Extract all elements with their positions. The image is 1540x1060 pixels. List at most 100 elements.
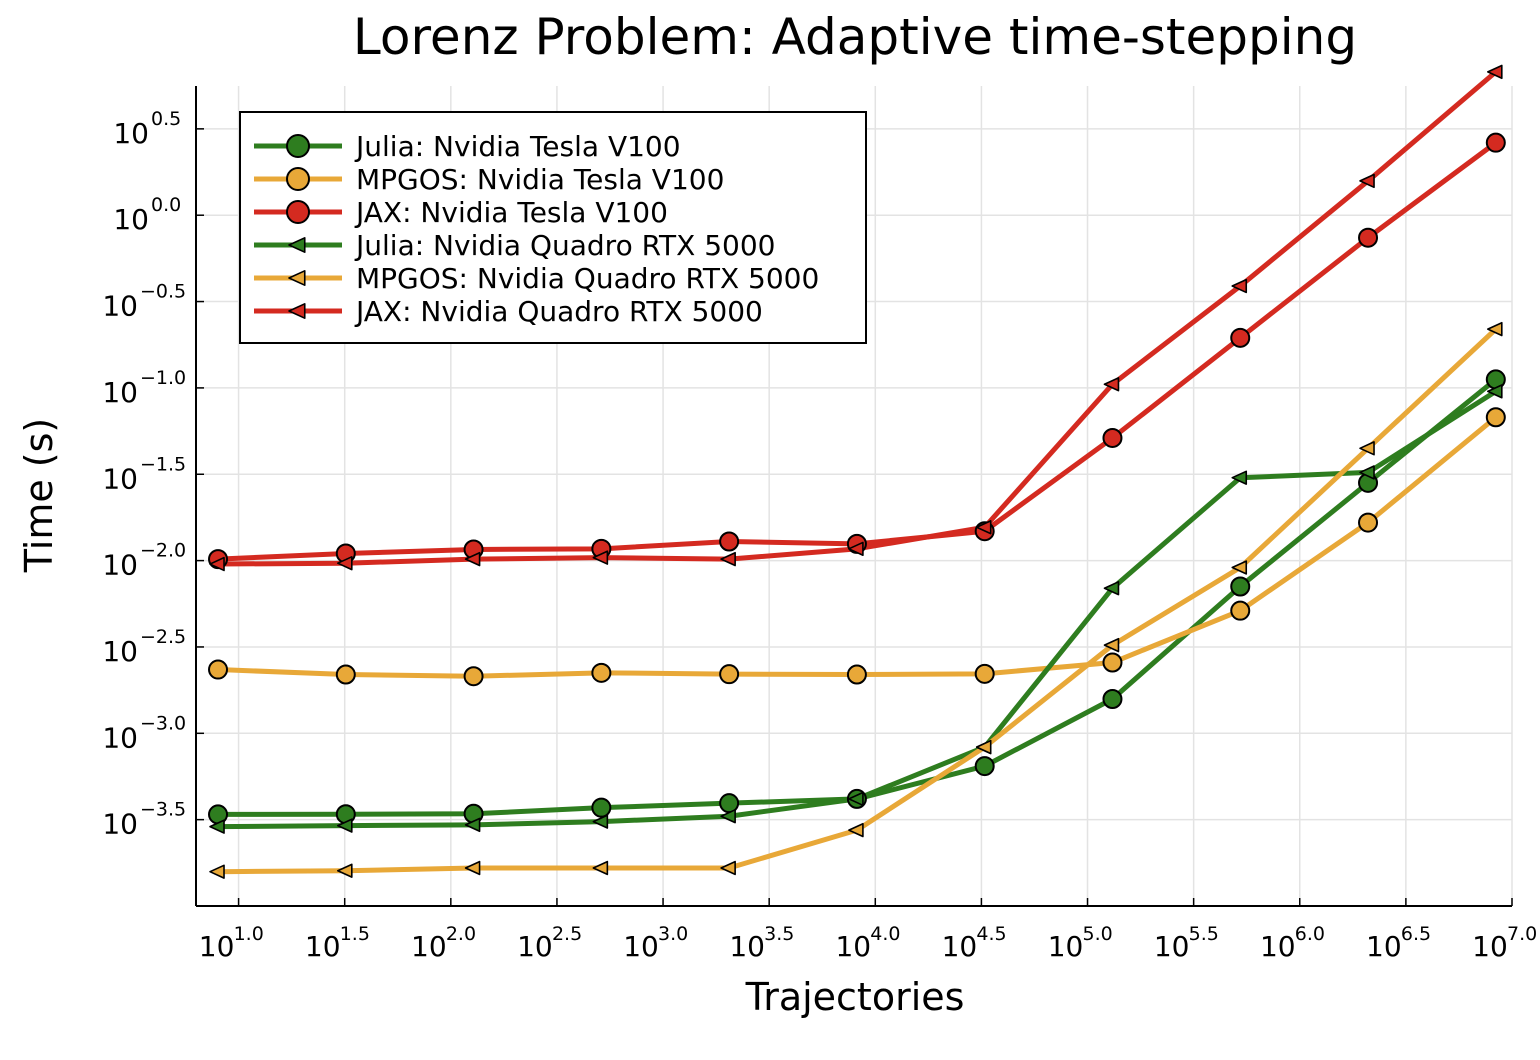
x-tick-label: 10 <box>305 930 341 963</box>
data-point-jax-nvidia-tesla-v100 <box>1102 427 1123 448</box>
legend-marker <box>288 237 306 253</box>
y-tick-label: 10 <box>102 462 138 495</box>
data-point-jax-nvidia-quadro-rtx-5000 <box>464 551 481 567</box>
y-tick-label: 10 <box>102 808 138 841</box>
x-tick-label: 10 <box>1048 930 1084 963</box>
data-point-julia-nvidia-quadro-rtx-5000 <box>720 809 736 824</box>
axes <box>195 86 1513 907</box>
x-tick-exponent: 4.0 <box>870 923 900 945</box>
data-point-mpgos-nvidia-quadro-rtx-5000 <box>592 860 609 876</box>
data-point-jax-nvidia-quadro-rtx-5000 <box>1487 64 1503 80</box>
y-tick-exponent: 0.0 <box>151 194 181 216</box>
data-point-mpgos-nvidia-quadro-rtx-5000 <box>336 863 353 878</box>
y-tick-exponent: −0.5 <box>140 281 186 303</box>
y-tick-label: 10 <box>113 203 149 236</box>
data-point-jax-nvidia-quadro-rtx-5000 <box>209 556 225 572</box>
x-tick-exponent: 7.0 <box>1507 923 1537 945</box>
y-tick-exponent: −1.0 <box>140 367 186 389</box>
legend-label-julia-nvidia-tesla-v100: Julia: Nvidia Tesla V100 <box>354 130 681 163</box>
data-point-julia-nvidia-tesla-v100 <box>1102 688 1123 709</box>
data-point-mpgos-nvidia-tesla-v100 <box>1230 600 1251 621</box>
data-point-mpgos-nvidia-tesla-v100 <box>846 664 867 685</box>
data-point-mpgos-nvidia-tesla-v100 <box>1358 512 1379 533</box>
data-point-julia-nvidia-tesla-v100 <box>974 756 995 777</box>
chart-title: Lorenz Problem: Adaptive time-stepping <box>353 8 1357 66</box>
data-point-jax-nvidia-quadro-rtx-5000 <box>1359 173 1375 189</box>
x-tick-label: 10 <box>1472 930 1508 963</box>
data-point-jax-nvidia-tesla-v100 <box>719 531 740 552</box>
data-point-julia-nvidia-quadro-rtx-5000 <box>336 818 353 833</box>
y-tick-exponent: 0.5 <box>151 108 181 130</box>
data-point-jax-nvidia-tesla-v100 <box>1230 327 1251 348</box>
x-tick-label: 10 <box>411 930 447 963</box>
series-line-julia-nvidia-quadro-rtx-5000 <box>215 388 1499 830</box>
x-tick-label: 10 <box>835 930 871 963</box>
y-tick-label: 10 <box>102 635 138 668</box>
data-point-julia-nvidia-quadro-rtx-5000 <box>209 819 225 834</box>
legend-marker <box>286 134 310 158</box>
data-point-mpgos-nvidia-tesla-v100 <box>719 664 740 685</box>
data-point-jax-nvidia-quadro-rtx-5000 <box>975 520 992 535</box>
data-point-mpgos-nvidia-tesla-v100 <box>335 664 356 685</box>
data-point-mpgos-nvidia-quadro-rtx-5000 <box>209 864 225 879</box>
x-tick-exponent: 3.0 <box>658 923 688 945</box>
legend-marker <box>288 302 306 320</box>
x-tick-labels: 10 1.0 10 1.5 10 2.0 10 2.5 10 3.0 10 3.5 10 4.0 10 4.5… <box>199 923 1537 963</box>
series-markers <box>208 64 1506 879</box>
series-line-julia-nvidia-tesla-v100 <box>215 376 1499 817</box>
data-point-jax-nvidia-tesla-v100 <box>1485 132 1506 153</box>
legend-label-jax-nvidia-tesla-v100: JAX: Nvidia Tesla V100 <box>354 196 668 229</box>
x-tick-exponent: 2.0 <box>446 923 476 945</box>
data-point-jax-nvidia-quadro-rtx-5000 <box>1231 278 1248 294</box>
data-point-mpgos-nvidia-quadro-rtx-5000 <box>848 822 864 838</box>
data-point-jax-nvidia-quadro-rtx-5000 <box>848 541 864 557</box>
x-tick-exponent: 3.5 <box>764 923 794 945</box>
legend-marker <box>286 167 310 191</box>
data-point-jax-nvidia-quadro-rtx-5000 <box>720 551 736 567</box>
x-tick-exponent: 2.5 <box>552 923 582 945</box>
data-point-mpgos-nvidia-quadro-rtx-5000 <box>464 860 481 876</box>
x-tick-exponent: 5.5 <box>1189 923 1219 945</box>
x-tick-exponent: 6.5 <box>1401 923 1431 945</box>
data-point-mpgos-nvidia-tesla-v100 <box>208 659 229 680</box>
data-point-mpgos-nvidia-quadro-rtx-5000 <box>720 860 736 876</box>
legend-marker <box>288 269 306 287</box>
data-point-mpgos-nvidia-tesla-v100 <box>591 662 612 683</box>
data-point-jax-nvidia-quadro-rtx-5000 <box>336 555 353 571</box>
data-point-mpgos-nvidia-tesla-v100 <box>1485 407 1506 428</box>
x-axis-label: Trajectories <box>745 975 965 1019</box>
data-point-julia-nvidia-quadro-rtx-5000 <box>1487 384 1503 399</box>
data-point-julia-nvidia-quadro-rtx-5000 <box>592 814 609 829</box>
data-point-jax-nvidia-quadro-rtx-5000 <box>592 550 609 565</box>
y-tick-label: 10 <box>102 376 138 409</box>
data-point-julia-nvidia-quadro-rtx-5000 <box>1231 470 1248 485</box>
x-tick-label: 10 <box>517 930 553 963</box>
legend-label-jax-nvidia-quadro-rtx-5000: JAX: Nvidia Quadro RTX 5000 <box>354 295 763 328</box>
y-axis-label: Time (s) <box>17 418 61 574</box>
x-tick-label: 10 <box>729 930 765 963</box>
y-tick-label: 10 <box>102 549 138 582</box>
x-tick-exponent: 1.0 <box>234 923 264 945</box>
y-tick-exponent: −2.5 <box>140 626 186 648</box>
y-tick-exponent: −2.0 <box>140 540 186 562</box>
data-point-mpgos-nvidia-tesla-v100 <box>974 663 995 684</box>
y-tick-exponent: −3.5 <box>140 799 186 821</box>
data-point-jax-nvidia-quadro-rtx-5000 <box>1103 377 1120 392</box>
x-tick-exponent: 5.0 <box>1083 923 1113 945</box>
x-tick-exponent: 4.5 <box>976 923 1006 945</box>
data-point-julia-nvidia-quadro-rtx-5000 <box>1359 465 1375 480</box>
data-point-julia-nvidia-tesla-v100 <box>591 797 612 818</box>
legend-box <box>239 111 867 344</box>
y-tick-label: 10 <box>113 117 149 150</box>
legend-label-mpgos-nvidia-tesla-v100: MPGOS: Nvidia Tesla V100 <box>356 163 724 196</box>
data-point-mpgos-nvidia-quadro-rtx-5000 <box>1487 321 1503 337</box>
x-tick-label: 10 <box>623 930 659 963</box>
x-tick-label: 10 <box>942 930 978 963</box>
y-tick-exponent: −1.5 <box>140 453 186 475</box>
y-tick-labels: 10 0.510 0.010 −0.510 −1.010 −1.510 −2.010 −2.5… <box>102 108 186 841</box>
data-point-mpgos-nvidia-quadro-rtx-5000 <box>975 739 992 755</box>
legend-label-mpgos-nvidia-quadro-rtx-5000: MPGOS: Nvidia Quadro RTX 5000 <box>356 262 819 295</box>
x-tick-label: 10 <box>1260 930 1296 963</box>
data-point-julia-nvidia-quadro-rtx-5000 <box>1103 581 1120 596</box>
